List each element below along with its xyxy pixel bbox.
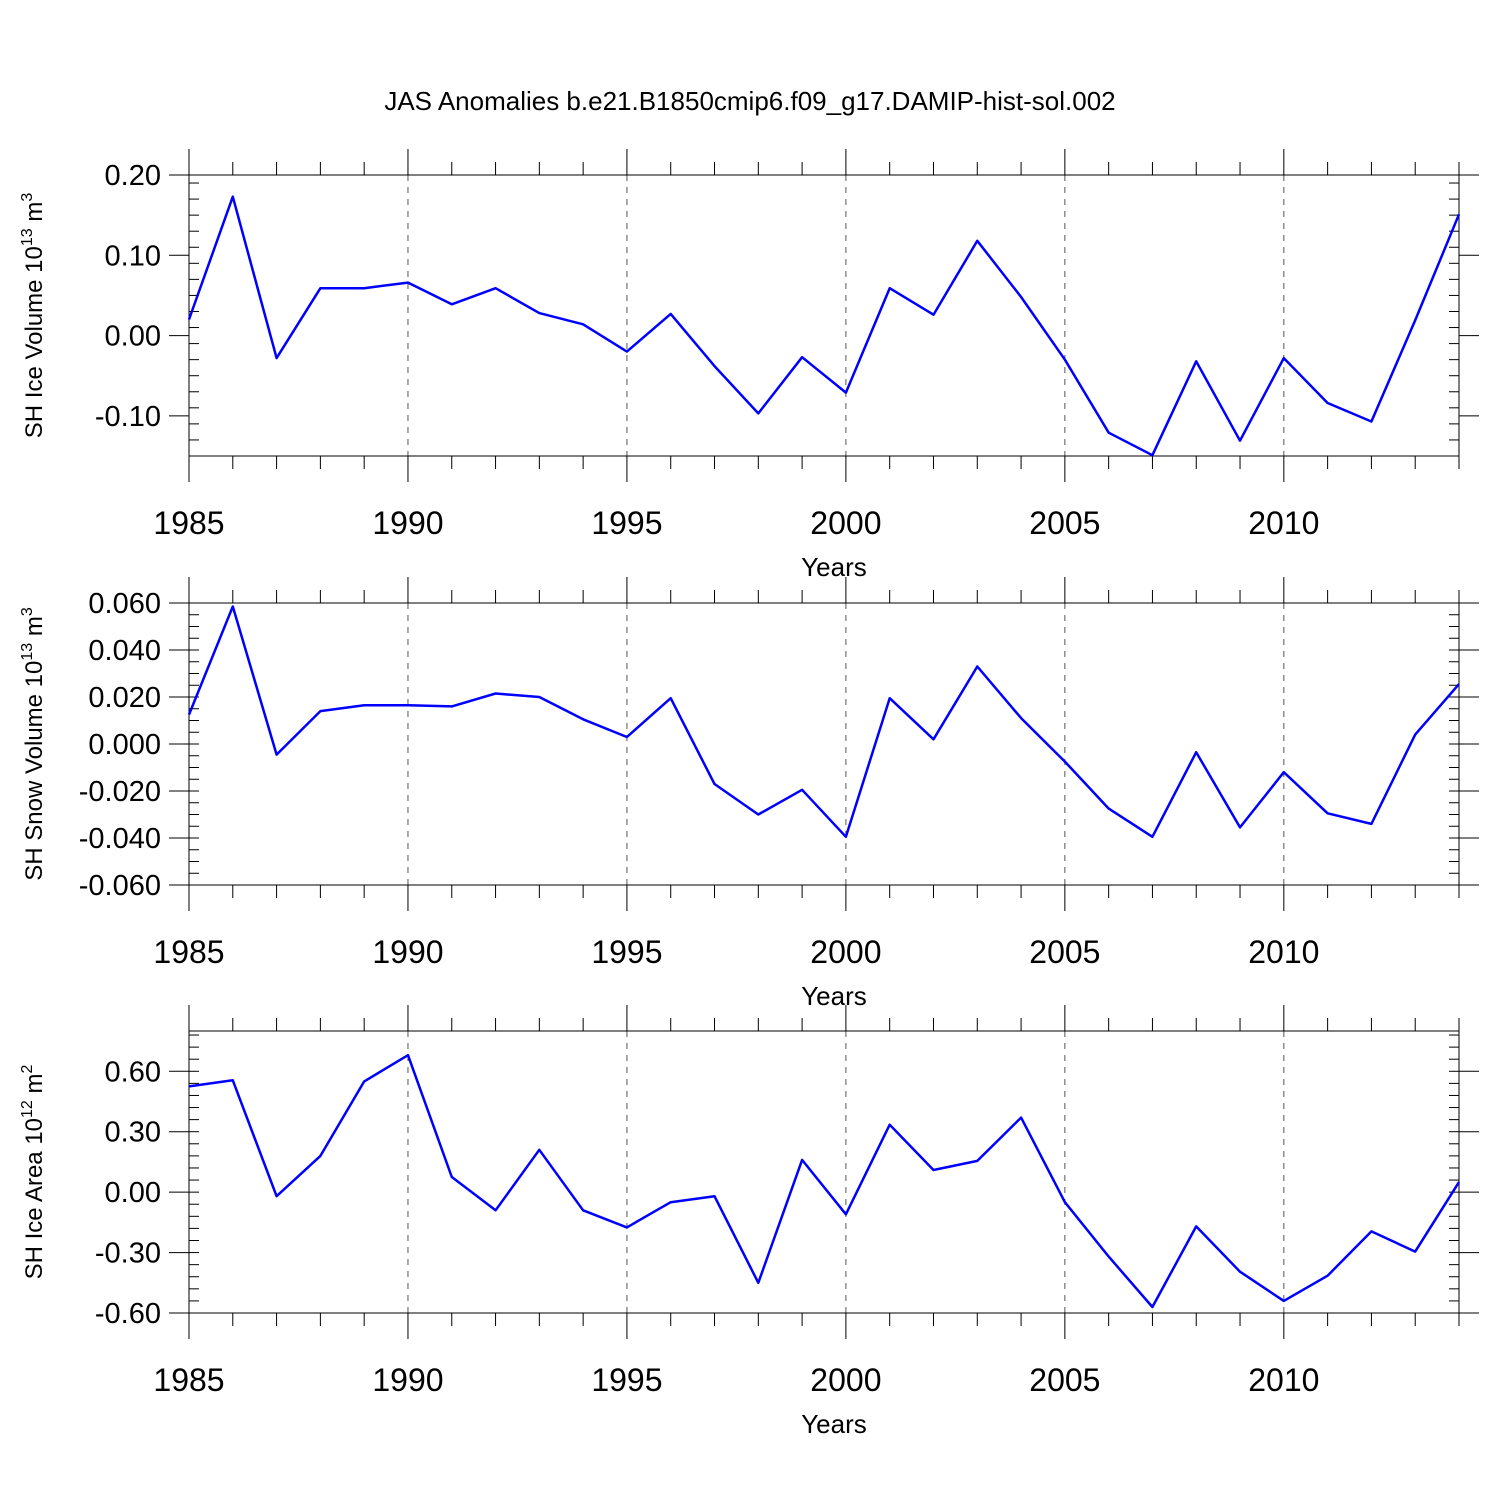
y-axis-label: SH Ice Area 1012 m2 [19, 1065, 48, 1280]
series-line [187, 605, 1460, 839]
y-axis-label-unit-exponent: 3 [19, 607, 36, 616]
y-tick-label: -0.060 [79, 870, 161, 902]
x-tick-label: 1990 [372, 1362, 443, 1398]
y-tick-label: 0.60 [105, 1056, 161, 1088]
plot-frame [188, 1030, 1460, 1314]
y-tick-label: -0.040 [79, 823, 161, 855]
y-axis-label-unit: m [21, 1074, 48, 1101]
x-tick-label: 2005 [1029, 934, 1100, 970]
x-tick-label: 2010 [1248, 934, 1319, 970]
figure-title: JAS Anomalies b.e21.B1850cmip6.f09_g17.D… [384, 86, 1115, 116]
y-axis-label-unit: m [21, 616, 48, 643]
y-axis-label-exponent: 13 [19, 643, 36, 661]
x-tick-label: 1985 [153, 934, 224, 970]
x-tick-label: 1995 [591, 505, 662, 541]
panel-ice-area: 0.60 0.30 0.00 -0.30 -0.60 1985 1990 1995 2000 20… [19, 1005, 1479, 1439]
y-tick-label: 0.00 [105, 1177, 161, 1209]
y-tick-label: 0.000 [88, 729, 161, 761]
x-tick-label: 1995 [591, 1362, 662, 1398]
y-tick-label: -0.30 [95, 1238, 161, 1270]
plot-frame [188, 174, 1460, 457]
x-tick-label: 2010 [1248, 1362, 1319, 1398]
y-axis-label-main: SH Snow Volume 10 [21, 661, 48, 881]
x-tick-label: 2005 [1029, 505, 1100, 541]
y-axis-label-exponent: 13 [19, 228, 36, 246]
y-axis-label-unit-exponent: 3 [19, 193, 36, 202]
x-tick-label: 1985 [153, 505, 224, 541]
y-tick-label: -0.020 [79, 776, 161, 808]
x-tick-label: 2000 [810, 934, 881, 970]
y-axis-label-main: SH Ice Volume 10 [21, 246, 48, 438]
x-axis-label: Years [801, 552, 867, 582]
y-axis-label-exponent: 12 [19, 1100, 36, 1118]
plot-frame [188, 602, 1460, 886]
y-tick-label: 0.00 [105, 321, 161, 353]
panel-snow-volume: 0.060 0.040 0.020 0.000 -0.020 -0.040 -0.060 19… [19, 577, 1479, 1011]
y-tick-label: -0.10 [95, 401, 161, 433]
series-line [188, 1053, 1461, 1309]
x-tick-label: 1985 [153, 1362, 224, 1398]
x-tick-label: 1995 [591, 934, 662, 970]
x-axis-label: Years [801, 981, 867, 1011]
y-tick-label: 0.040 [88, 635, 161, 667]
x-tick-label: 2000 [810, 1362, 881, 1398]
x-tick-label: 1990 [372, 934, 443, 970]
y-axis-label-unit: m [21, 202, 48, 229]
x-tick-label: 2010 [1248, 505, 1319, 541]
y-axis-label: SH Snow Volume 1013 m3 [19, 607, 48, 881]
x-tick-label: 2005 [1029, 1362, 1100, 1398]
y-tick-label: 0.060 [88, 588, 161, 620]
x-tick-label: 2000 [810, 505, 881, 541]
y-axis-label-main: SH Ice Area 10 [21, 1118, 48, 1279]
x-tick-label: 1990 [372, 505, 443, 541]
y-axis-label: SH Ice Volume 1013 m3 [19, 193, 48, 439]
y-tick-label: 0.30 [105, 1117, 161, 1149]
y-tick-label: 0.020 [88, 682, 161, 714]
y-tick-label: -0.60 [95, 1298, 161, 1330]
series-line [187, 195, 1461, 457]
y-tick-label: 0.10 [105, 240, 161, 272]
y-axis-label-unit-exponent: 2 [19, 1065, 36, 1074]
panel-ice-volume: 0.20 0.10 0.00 -0.10 1985 1990 1995 2000 2005 201… [19, 149, 1479, 582]
x-axis-label: Years [801, 1409, 867, 1439]
y-tick-label: 0.20 [105, 160, 161, 192]
